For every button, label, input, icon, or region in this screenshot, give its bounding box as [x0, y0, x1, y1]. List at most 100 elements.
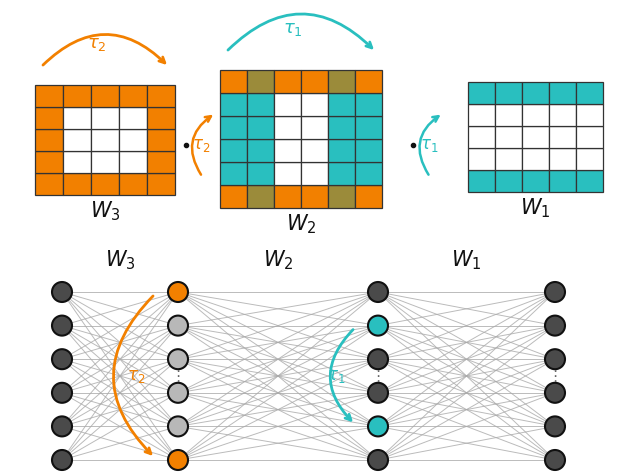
Bar	[328, 93, 355, 116]
Bar	[119, 85, 147, 107]
Circle shape	[168, 383, 188, 403]
Circle shape	[368, 383, 388, 403]
Text: $W_3$: $W_3$	[105, 248, 135, 272]
Bar	[495, 104, 522, 126]
Bar	[247, 116, 274, 139]
Circle shape	[168, 450, 188, 470]
Bar	[301, 70, 328, 93]
Bar	[63, 85, 91, 107]
Bar	[63, 151, 91, 173]
Circle shape	[168, 315, 188, 336]
Bar	[301, 116, 328, 139]
Bar	[328, 162, 355, 185]
Bar	[328, 139, 355, 162]
Text: $\tau_2$: $\tau_2$	[87, 35, 107, 53]
Circle shape	[52, 450, 72, 470]
Bar	[468, 104, 495, 126]
Text: $\tau_1$: $\tau_1$	[327, 367, 345, 385]
Circle shape	[368, 282, 388, 302]
Bar	[576, 126, 603, 148]
Bar	[495, 82, 522, 104]
Text: $W_2$: $W_2$	[263, 248, 293, 272]
Circle shape	[545, 315, 565, 336]
Bar	[522, 126, 549, 148]
Bar	[147, 85, 175, 107]
Bar	[549, 126, 576, 148]
Circle shape	[545, 383, 565, 403]
Bar	[468, 148, 495, 170]
Bar	[522, 82, 549, 104]
Bar	[522, 148, 549, 170]
Bar	[247, 139, 274, 162]
Bar	[468, 126, 495, 148]
Bar	[147, 129, 175, 151]
Bar	[355, 185, 382, 208]
Bar	[220, 116, 247, 139]
Bar	[247, 185, 274, 208]
Circle shape	[368, 417, 388, 437]
Text: $W_2$: $W_2$	[285, 212, 316, 236]
Bar	[91, 173, 119, 195]
Bar	[119, 107, 147, 129]
Bar	[147, 151, 175, 173]
Bar	[576, 148, 603, 170]
Bar	[63, 107, 91, 129]
Bar	[247, 162, 274, 185]
Bar	[91, 129, 119, 151]
Circle shape	[545, 282, 565, 302]
Bar	[35, 85, 63, 107]
Bar	[35, 151, 63, 173]
Circle shape	[368, 450, 388, 470]
Bar	[549, 170, 576, 192]
Bar	[549, 148, 576, 170]
Bar	[495, 148, 522, 170]
Bar	[274, 93, 301, 116]
Bar	[328, 70, 355, 93]
Circle shape	[168, 349, 188, 369]
Bar	[91, 151, 119, 173]
Bar	[274, 116, 301, 139]
Text: ⋮: ⋮	[371, 369, 386, 383]
Circle shape	[545, 450, 565, 470]
Bar	[301, 185, 328, 208]
Text: $W_1$: $W_1$	[451, 248, 482, 272]
Circle shape	[368, 349, 388, 369]
Bar	[274, 162, 301, 185]
Circle shape	[545, 349, 565, 369]
Bar	[119, 129, 147, 151]
Bar	[220, 139, 247, 162]
Bar	[355, 70, 382, 93]
Bar	[274, 70, 301, 93]
Bar	[274, 185, 301, 208]
Bar	[355, 139, 382, 162]
Bar	[91, 85, 119, 107]
Bar	[301, 162, 328, 185]
Bar	[119, 151, 147, 173]
Bar	[91, 107, 119, 129]
Bar	[355, 93, 382, 116]
Bar	[220, 93, 247, 116]
Bar	[355, 162, 382, 185]
Circle shape	[52, 282, 72, 302]
Circle shape	[168, 417, 188, 437]
Circle shape	[52, 383, 72, 403]
Bar	[63, 129, 91, 151]
Bar	[495, 170, 522, 192]
Bar	[549, 82, 576, 104]
Bar	[274, 139, 301, 162]
Text: $W_1$: $W_1$	[520, 196, 551, 219]
Bar	[247, 70, 274, 93]
Bar	[355, 116, 382, 139]
Bar	[522, 104, 549, 126]
Bar	[468, 170, 495, 192]
Circle shape	[52, 315, 72, 336]
Bar	[301, 93, 328, 116]
Text: $\tau_1$: $\tau_1$	[283, 20, 303, 38]
Text: $\tau_1$: $\tau_1$	[420, 136, 438, 154]
Bar	[119, 173, 147, 195]
Circle shape	[52, 417, 72, 437]
Circle shape	[52, 349, 72, 369]
Bar	[35, 173, 63, 195]
Bar	[328, 116, 355, 139]
Circle shape	[168, 282, 188, 302]
